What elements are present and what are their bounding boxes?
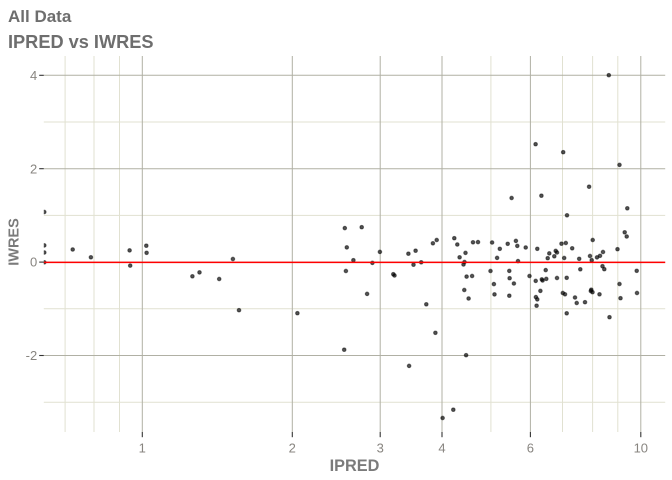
svg-text:2: 2 <box>30 161 37 176</box>
svg-text:0: 0 <box>30 255 37 270</box>
svg-text:IWRES: IWRES <box>6 218 22 266</box>
svg-text:6: 6 <box>527 441 534 456</box>
svg-text:3: 3 <box>377 441 384 456</box>
svg-text:-2: -2 <box>26 348 38 363</box>
svg-text:4: 4 <box>30 68 37 83</box>
svg-text:IPRED: IPRED <box>330 457 380 475</box>
svg-text:1: 1 <box>139 441 146 456</box>
svg-text:IPRED vs IWRES: IPRED vs IWRES <box>8 32 154 52</box>
svg-text:2: 2 <box>289 441 296 456</box>
svg-text:10: 10 <box>634 441 648 456</box>
svg-text:4: 4 <box>438 441 445 456</box>
svg-text:All Data: All Data <box>8 7 72 26</box>
